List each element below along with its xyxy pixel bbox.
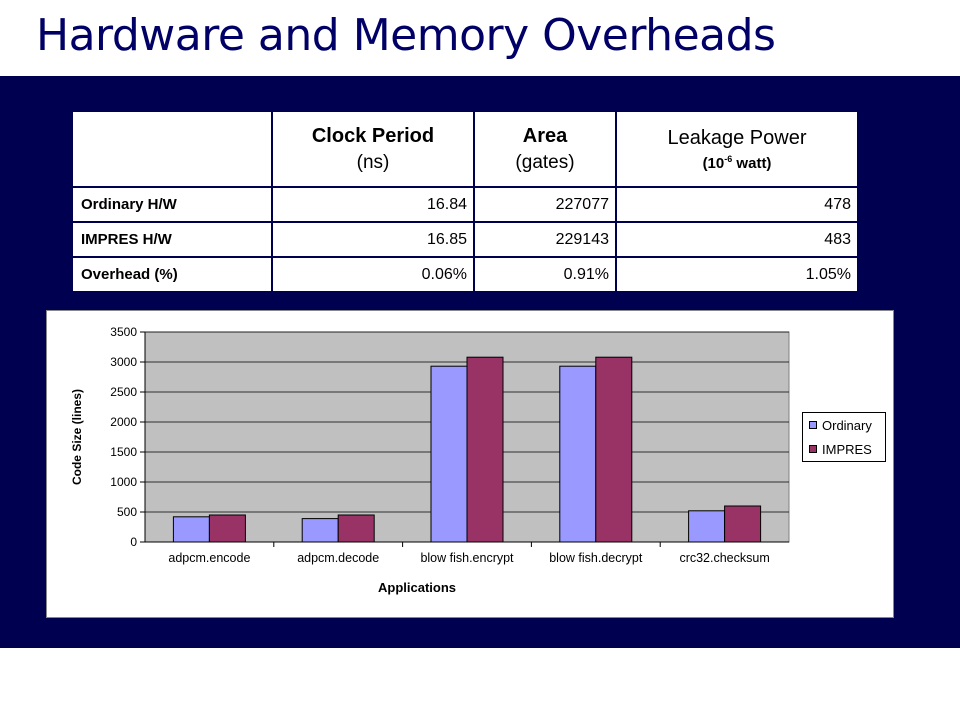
y-tick-label: 0 — [130, 535, 137, 549]
table-header-clock: Clock Period (ns) — [271, 110, 475, 188]
y-tick-label: 2000 — [110, 415, 137, 429]
legend-item-ordinary: Ordinary — [803, 413, 885, 437]
legend-label: Ordinary — [822, 417, 872, 433]
legend-item-impres: IMPRES — [803, 437, 885, 461]
y-tick-label: 1000 — [110, 475, 137, 489]
table-cell: 0.91% — [473, 256, 617, 293]
table-row: Overhead (%) 0.06% 0.91% 1.05% — [71, 256, 859, 293]
y-axis-title: Code Size (lines) — [70, 389, 84, 485]
legend-swatch — [809, 421, 817, 429]
slide-title: Hardware and Memory Overheads — [36, 10, 776, 61]
bar-ordinary — [430, 365, 468, 543]
header-clock-label: Clock Period — [311, 124, 435, 147]
y-tick-label: 3500 — [110, 325, 137, 339]
table-cell: 478 — [615, 186, 859, 223]
table-header-leakage: Leakage Power (10-6 watt) — [615, 110, 859, 188]
row-label: Ordinary H/W — [71, 186, 273, 223]
table-row: Ordinary H/W 16.84 227077 478 — [71, 186, 859, 223]
overhead-table: Clock Period (ns) Area (gates) Leakage P… — [71, 110, 859, 293]
bar-ordinary — [301, 518, 339, 543]
x-tick-label: adpcm.decode — [297, 551, 379, 565]
table-header-row: Clock Period (ns) Area (gates) Leakage P… — [71, 110, 859, 188]
bar-chart: 0 500 1000 1500 2000 2500 3000 3500 adpcm.encode… — [70, 325, 790, 595]
header-area-unit: (gates) — [515, 151, 575, 173]
y-tick-label: 3000 — [110, 355, 137, 369]
x-axis-title: Applications — [378, 580, 456, 595]
bar-impres — [337, 514, 375, 543]
chart-area: 0 500 1000 1500 2000 2500 3000 3500 adpcm.encode… — [46, 310, 894, 618]
table-cell: 227077 — [473, 186, 617, 223]
table-cell: 1.05% — [615, 256, 859, 293]
table-cell: 16.85 — [271, 221, 475, 258]
bar-ordinary — [559, 365, 597, 543]
legend-swatch — [809, 445, 817, 453]
x-tick-label: adpcm.encode — [168, 551, 250, 565]
bar-impres — [595, 356, 633, 543]
y-tick-label: 500 — [117, 505, 137, 519]
bar-impres — [724, 505, 762, 543]
table-cell: 483 — [615, 221, 859, 258]
header-clock-unit: (ns) — [356, 151, 390, 173]
header-area-label: Area — [522, 124, 568, 147]
x-tick-label: blow fish.decrypt — [549, 551, 643, 565]
bar-ordinary — [688, 510, 726, 543]
table-row: IMPRES H/W 16.85 229143 483 — [71, 221, 859, 258]
x-tick-label: blow fish.encrypt — [420, 551, 514, 565]
bar-impres — [466, 356, 504, 543]
header-leakage-unit: (10-6 watt) — [702, 153, 772, 172]
bar-ordinary — [172, 516, 210, 543]
bar-impres — [208, 514, 246, 543]
y-tick-label: 2500 — [110, 385, 137, 399]
row-label: IMPRES H/W — [71, 221, 273, 258]
table-cell: 0.06% — [271, 256, 475, 293]
x-tick-label: crc32.checksum — [679, 551, 769, 565]
header-leakage-label: Leakage Power — [667, 126, 807, 149]
table-cell: 229143 — [473, 221, 617, 258]
y-tick-label: 1500 — [110, 445, 137, 459]
row-label: Overhead (%) — [71, 256, 273, 293]
chart-legend: Ordinary IMPRES — [802, 412, 886, 462]
legend-label: IMPRES — [822, 441, 872, 457]
table-header-area: Area (gates) — [473, 110, 617, 188]
table-header-corner — [71, 110, 273, 188]
table-cell: 16.84 — [271, 186, 475, 223]
